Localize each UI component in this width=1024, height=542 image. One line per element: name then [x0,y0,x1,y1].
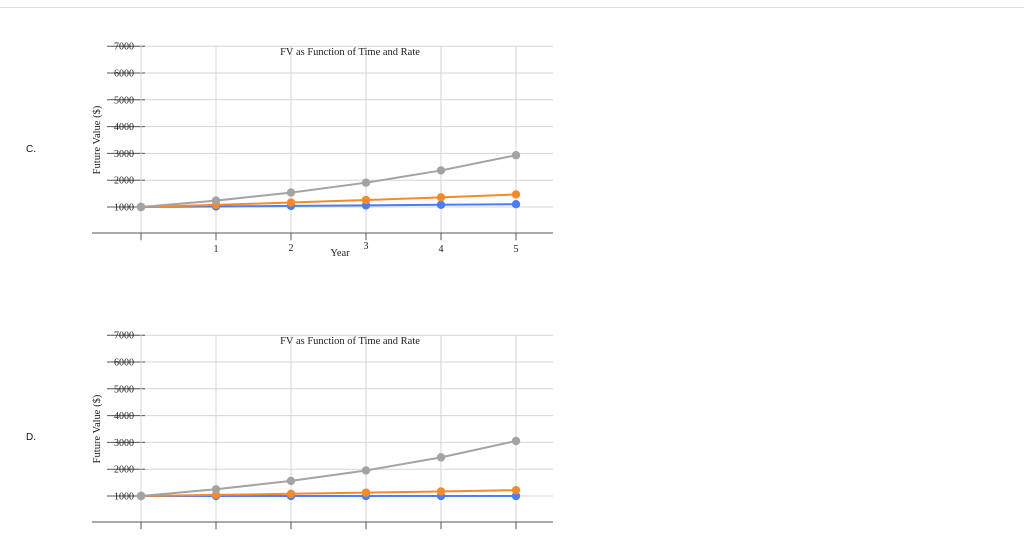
c-y-tick-label: 4000 [114,122,134,133]
c-series-3-point [136,202,146,212]
d-series-3-point [211,485,221,494]
d-series-2-line [140,489,517,497]
c-y-tick-label: 6000 [114,69,134,80]
d-series-3-point [286,476,296,486]
c-series-3-point [361,178,371,187]
d-y-tick-label: 1000 [114,492,134,503]
c-series-1-point [436,200,446,210]
c-y-tick-label: 5000 [114,95,134,106]
d-y-tick-label: 2000 [114,465,134,476]
option-d-label: D. [26,432,36,443]
c-series-3-point [436,166,446,175]
option-c-chart: 1000 2000 3000 4000 5000 6000 7000 1 2 3 4 5 FV as F… [92,42,553,259]
page-top-border [0,0,1024,8]
d-series-1-point [511,491,521,501]
c-series-2-point [361,195,371,205]
d-series-2-point [286,489,296,499]
c-x-tick-label: 1 [214,244,219,255]
c-series-3-point [211,196,221,205]
d-y-tick-label: 6000 [114,358,134,369]
d-y-tick-label: 4000 [114,411,134,422]
c-series-1-point [511,200,521,209]
c-y-tick-label: 7000 [114,42,134,53]
c-x-tick-label: 3 [364,241,369,252]
c-y-axis-label: Future Value ($) [92,105,103,174]
c-y-tick-label: 3000 [114,149,134,160]
d-chart-title: FV as Function of Time and Rate [280,336,420,347]
c-series-3-line [140,154,517,208]
c-series-3-point [286,188,296,197]
c-x-axis-label: Year [330,248,350,259]
d-y-tick-label: 5000 [114,384,134,395]
c-y-tick-label: 2000 [114,176,134,187]
c-series-3-point [511,151,521,160]
c-series-2-point [511,190,521,199]
c-series-2-point [436,193,446,202]
d-series-3-point [136,491,146,501]
d-series-3-line [140,440,517,497]
c-x-tick-label: 2 [289,243,294,254]
d-series-2-point [511,485,521,495]
c-chart-title: FV as Function of Time and Rate [280,47,420,58]
c-x-tick-label: 5 [514,244,519,255]
c-series-2-line [140,193,517,208]
d-series-3-point [511,436,521,446]
c-series-2-point [286,198,296,207]
c-x-tick-label: 4 [439,244,444,255]
c-y-tick-label: 1000 [114,203,134,214]
option-c-label: C. [26,144,36,155]
d-y-tick-label: 7000 [114,331,134,342]
d-series-3-point [436,453,446,462]
d-series-2-point [436,487,446,496]
c-series-1-line [140,203,517,208]
option-d-chart: 1000 2000 3000 4000 5000 6000 7000 FV as Functi… [92,331,553,530]
d-y-tick-label: 3000 [114,438,134,449]
d-y-axis-label: Future Value ($) [92,394,103,463]
d-series-3-point [361,466,371,475]
d-series-2-point [361,488,371,497]
